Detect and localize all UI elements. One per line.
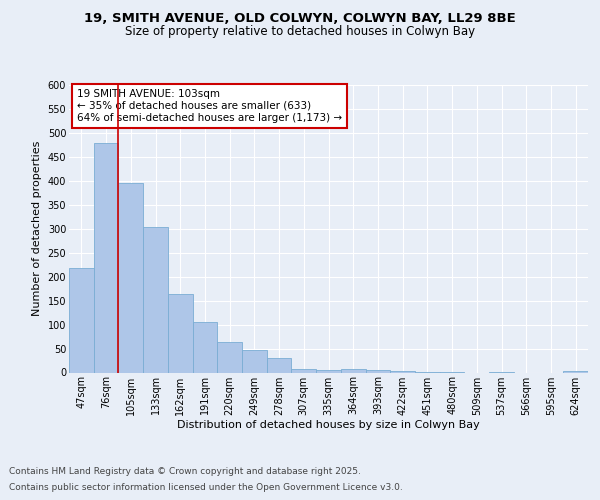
Bar	[143, 228, 168, 372]
Bar	[390, 371, 415, 372]
X-axis label: Distribution of detached houses by size in Colwyn Bay: Distribution of detached houses by size …	[177, 420, 480, 430]
Bar	[94, 144, 118, 372]
Bar	[193, 322, 217, 372]
Bar	[341, 368, 365, 372]
Bar	[69, 268, 94, 372]
Bar	[217, 342, 242, 372]
Bar	[267, 358, 292, 372]
Text: Size of property relative to detached houses in Colwyn Bay: Size of property relative to detached ho…	[125, 25, 475, 38]
Bar	[365, 370, 390, 372]
Text: 19, SMITH AVENUE, OLD COLWYN, COLWYN BAY, LL29 8BE: 19, SMITH AVENUE, OLD COLWYN, COLWYN BAY…	[84, 12, 516, 26]
Bar	[563, 371, 588, 372]
Bar	[242, 350, 267, 372]
Y-axis label: Number of detached properties: Number of detached properties	[32, 141, 42, 316]
Bar	[168, 294, 193, 372]
Bar	[292, 369, 316, 372]
Bar	[118, 183, 143, 372]
Text: Contains HM Land Registry data © Crown copyright and database right 2025.: Contains HM Land Registry data © Crown c…	[9, 467, 361, 476]
Text: Contains public sector information licensed under the Open Government Licence v3: Contains public sector information licen…	[9, 484, 403, 492]
Text: 19 SMITH AVENUE: 103sqm
← 35% of detached houses are smaller (633)
64% of semi-d: 19 SMITH AVENUE: 103sqm ← 35% of detache…	[77, 90, 342, 122]
Bar	[316, 370, 341, 372]
